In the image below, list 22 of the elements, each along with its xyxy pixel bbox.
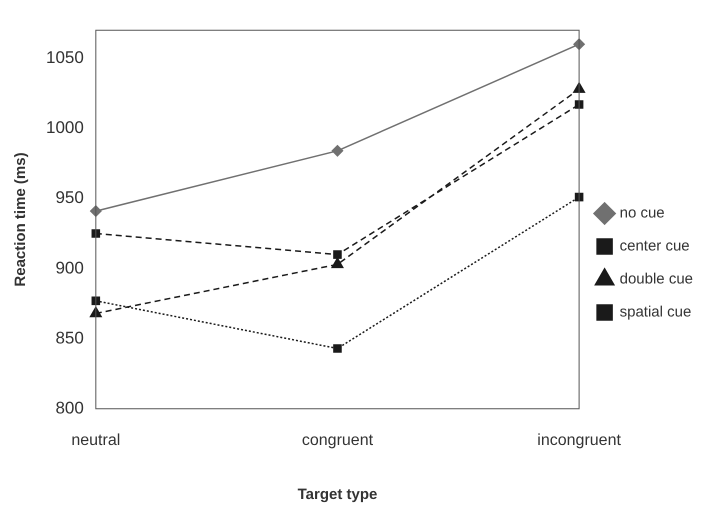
y-tick-label: 900 xyxy=(55,258,84,278)
y-tick-label: 850 xyxy=(55,328,84,348)
y-tick-label: 800 xyxy=(55,398,84,418)
legend-label: spatial cue xyxy=(620,304,692,321)
x-tick-label: incongruent xyxy=(537,432,622,449)
point xyxy=(92,229,100,238)
point xyxy=(332,258,344,268)
point xyxy=(333,250,342,259)
point xyxy=(333,344,342,353)
point xyxy=(573,82,586,93)
x-axis-title: Target type xyxy=(298,486,378,504)
point xyxy=(332,145,344,157)
legend-label: center cue xyxy=(620,238,690,255)
legend-label: no cue xyxy=(620,204,665,222)
y-tick-label: 950 xyxy=(55,188,84,208)
x-tick-label: neutral xyxy=(71,432,120,449)
y-axis-title: Reaction time (ms) xyxy=(12,152,30,287)
x-tick-label: congruent xyxy=(302,432,374,449)
legend-label: double cue xyxy=(620,270,694,288)
point xyxy=(574,100,584,109)
y-tick-label: 1000 xyxy=(46,118,84,138)
y-tick-label: 1050 xyxy=(46,48,84,67)
